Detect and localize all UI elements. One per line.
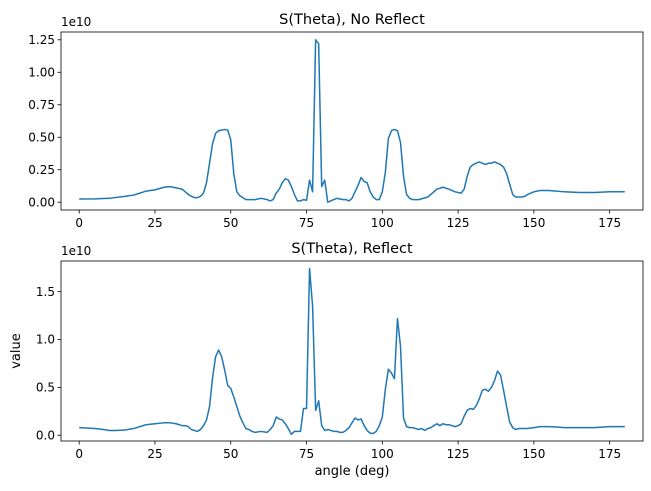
bottom-xtick-label: 25	[147, 447, 162, 461]
top-xtick-label: 150	[522, 216, 545, 230]
top-series-line-0	[79, 39, 625, 203]
top-ytick-label: 1.25	[28, 33, 55, 47]
bottom-xtick-label: 150	[522, 447, 545, 461]
top-ytick-label: 0.25	[28, 163, 55, 177]
plot-bottom: 0 25 50 75 100 125 150 175 0.0 0.5 1.0 1.5 1e10 S(The…	[9, 241, 644, 479]
bottom-x-axis-label: angle (deg)	[315, 464, 390, 479]
bottom-ytick-label: 1.5	[36, 285, 55, 299]
top-ytick-label: 0.50	[28, 130, 55, 144]
top-chart-title: S(Theta), No Reflect	[279, 12, 425, 28]
top-xtick-label: 175	[598, 216, 621, 230]
bottom-xtick-label: 175	[598, 447, 621, 461]
top-xtick-label: 125	[447, 216, 470, 230]
bottom-axes-frame	[60, 260, 644, 442]
top-xtick-label: 100	[371, 216, 394, 230]
top-ytick-label: 0.75	[28, 98, 55, 112]
bottom-ytick-label: 1.0	[36, 333, 55, 347]
top-axes-frame	[60, 31, 644, 211]
bottom-xtick-label: 50	[223, 447, 238, 461]
bottom-xtick-label: 0	[75, 447, 83, 461]
bottom-xtick-label: 75	[299, 447, 314, 461]
bottom-offset-text: 1e10	[61, 244, 91, 258]
top-ytick-label: 0.00	[28, 195, 55, 209]
bottom-y-axis-label: value	[9, 333, 24, 369]
bottom-xtick-label: 125	[447, 447, 470, 461]
bottom-chart-title: S(Theta), Reflect	[291, 241, 413, 257]
top-xtick-label: 75	[299, 216, 314, 230]
bottom-ytick-label: 0.5	[36, 381, 55, 395]
bottom-xtick-label: 100	[371, 447, 394, 461]
top-offset-text: 1e10	[61, 15, 91, 29]
bottom-series-line-0	[79, 267, 625, 436]
top-ytick-label: 1.00	[28, 65, 55, 79]
top-xtick-label: 50	[223, 216, 238, 230]
top-xtick-label: 0	[75, 216, 83, 230]
top-xtick-label: 25	[147, 216, 162, 230]
bottom-ytick-label: 0.0	[36, 428, 55, 442]
plot-top: 0 25 50 75 100 125 150 175 0.00 0.25 0.50 0.75 1.00 1…	[28, 12, 644, 230]
